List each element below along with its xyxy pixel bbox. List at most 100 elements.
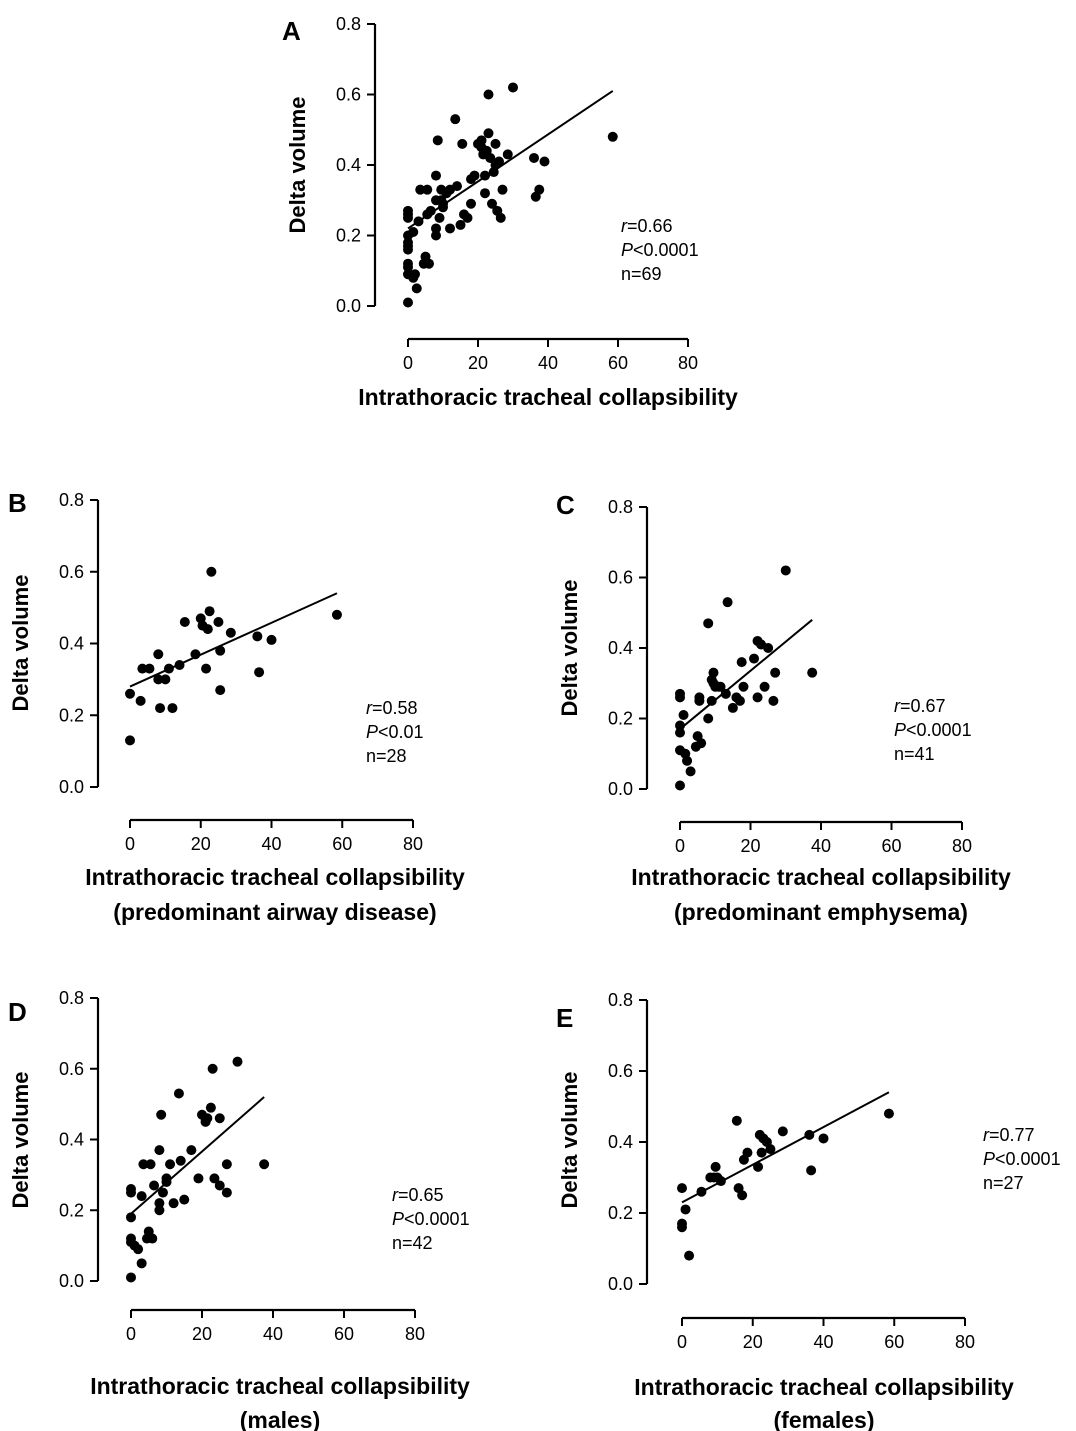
data-point: [154, 1205, 165, 1216]
x-tick-label: 20: [740, 836, 760, 856]
data-point: [780, 565, 791, 576]
data-point: [431, 223, 441, 234]
x-tick-label: 0: [403, 353, 413, 373]
data-point: [483, 128, 494, 139]
data-point: [403, 205, 413, 216]
data-point: [167, 703, 178, 714]
stats-n: n=69: [621, 264, 662, 284]
y-tick-label: 0.0: [336, 296, 361, 316]
y-tick-label: 0.8: [59, 988, 84, 1008]
data-point: [534, 184, 545, 195]
data-point: [138, 1159, 149, 1170]
data-point: [156, 1109, 167, 1120]
p-label: P: [894, 720, 906, 740]
x-axis-sublabel: (males): [240, 1407, 321, 1431]
data-point: [147, 1233, 158, 1244]
data-point: [497, 184, 508, 195]
data-point: [157, 1187, 168, 1198]
data-point: [424, 258, 434, 269]
regression-line: [130, 1096, 265, 1215]
data-point: [715, 681, 726, 692]
data-point: [206, 566, 217, 577]
x-tick-label: 40: [813, 1332, 833, 1352]
data-point: [807, 667, 818, 678]
stats-p: P<0.0001: [392, 1209, 470, 1229]
data-point: [770, 667, 781, 678]
x-axis-label: Intrathoracic tracheal collapsibility: [634, 1374, 1014, 1400]
stats-n: n=42: [392, 1233, 433, 1253]
y-tick-label: 0.0: [59, 777, 84, 797]
panel-b: B 0.0 0.2 0.4 0.6 0.8 0 20 40 60 80 r=0.58 P<0.01 n=2…: [8, 488, 465, 925]
data-point: [259, 1159, 270, 1170]
data-point: [221, 1159, 232, 1170]
data-point: [768, 695, 779, 706]
data-point: [431, 230, 441, 241]
y-axis-label: Delta volume: [285, 97, 310, 234]
data-point: [213, 616, 224, 627]
x-tick-label: 80: [403, 834, 423, 854]
data-point: [153, 649, 164, 660]
data-point: [214, 1113, 225, 1124]
data-point: [727, 702, 738, 713]
r-value: =0.65: [398, 1185, 444, 1205]
y-tick-label: 0.0: [608, 779, 633, 799]
data-point: [763, 643, 774, 653]
data-point: [607, 131, 618, 142]
y-tick-label: 0.6: [608, 1061, 633, 1081]
x-tick-label: 80: [678, 353, 698, 373]
data-point: [202, 624, 213, 635]
y-tick-label: 0.6: [59, 562, 84, 582]
data-point: [749, 653, 760, 664]
x-tick-label: 60: [881, 836, 901, 856]
data-point: [408, 226, 419, 237]
stats-r: r=0.66: [621, 216, 673, 236]
regression-line: [681, 1091, 890, 1204]
panel-letter: E: [556, 1003, 573, 1033]
data-point: [160, 674, 171, 685]
p-value: <0.0001: [404, 1209, 470, 1229]
data-point: [331, 609, 342, 620]
x-tick-label: 60: [332, 834, 352, 854]
data-point: [494, 156, 504, 167]
data-point: [487, 198, 497, 209]
p-label: P: [392, 1209, 404, 1229]
data-point: [137, 663, 148, 674]
y-tick-label: 0.0: [608, 1274, 633, 1294]
x-tick-label: 40: [261, 834, 281, 854]
data-point: [722, 597, 733, 608]
data-point: [136, 1191, 147, 1202]
stats-p: P<0.01: [366, 722, 424, 742]
p-label: P: [621, 240, 633, 260]
data-point: [155, 703, 166, 714]
data-point: [508, 82, 518, 93]
x-tick-label: 60: [608, 353, 628, 373]
x-tick-label: 40: [263, 1324, 283, 1344]
data-point: [175, 1155, 186, 1166]
regression-line: [129, 592, 338, 688]
y-axis-label: Delta volume: [8, 575, 33, 712]
p-label: P: [366, 722, 378, 742]
y-tick-label: 0.8: [336, 14, 361, 34]
y-tick-label: 0.6: [59, 1059, 84, 1079]
data-point: [410, 269, 420, 280]
p-value: <0.0001: [995, 1149, 1061, 1169]
data-point: [502, 149, 513, 160]
data-point: [752, 692, 763, 703]
y-tick-label: 0.2: [608, 709, 633, 729]
data-point: [205, 1102, 216, 1113]
data-point: [469, 170, 480, 181]
x-axis-sublabel: (predominant airway disease): [113, 899, 436, 925]
x-axis-label: Intrathoracic tracheal collapsibility: [85, 864, 465, 890]
x-axis-label: Intrathoracic tracheal collapsibility: [358, 384, 738, 410]
y-tick-label: 0.4: [336, 155, 361, 175]
data-point: [126, 1212, 136, 1223]
data-point: [677, 1218, 687, 1229]
data-point: [165, 1159, 176, 1170]
y-tick-label: 0.4: [59, 634, 84, 654]
data-point: [153, 674, 164, 685]
x-axis-label: Intrathoracic tracheal collapsibility: [90, 1373, 470, 1399]
y-tick-label: 0.8: [608, 990, 633, 1010]
data-point: [680, 1204, 691, 1215]
x-axis-sublabel: (females): [774, 1407, 875, 1431]
x-tick-label: 0: [125, 834, 135, 854]
